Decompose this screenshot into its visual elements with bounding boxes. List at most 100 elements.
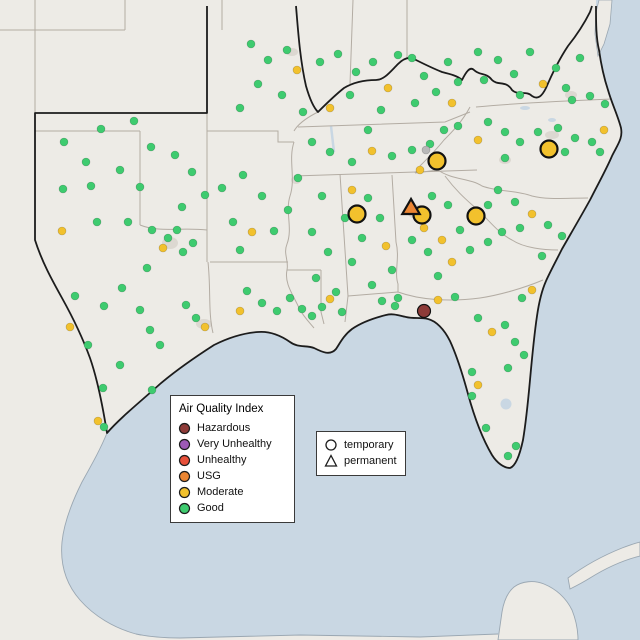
monitor-dot [325,103,335,113]
legend-item-moderate: Moderate [178,484,286,500]
monitor-dot [375,213,385,223]
monitor-dot [158,243,168,253]
monitor-dot [347,185,357,195]
monitor-dot [235,103,245,113]
legend-item-temporary: temporary [324,437,397,453]
monitor-dot [345,90,355,100]
monitor-dot [575,53,585,63]
monitor-dot [421,145,431,155]
monitor-dot [599,125,609,135]
monitor-dot [96,124,106,134]
monitor-dot [147,225,157,235]
monitor-dot [515,90,525,100]
monitor-dot [238,170,248,180]
monitor-dot [500,153,510,163]
monitor-dot [419,223,429,233]
monitor-dot [407,235,417,245]
temporary-site-circle [466,206,486,226]
monitor-dot [493,185,503,195]
monitor-dot [585,91,595,101]
monitor-dot [115,360,125,370]
monitor-dot [537,251,547,261]
good-swatch-icon [178,502,191,514]
legend-item-label: Hazardous [197,422,251,434]
monitor-dot [323,247,333,257]
monitor-dot [407,53,417,63]
monitor-dot [509,69,519,79]
monitor-dot [325,147,335,157]
monitor-dot [200,190,210,200]
monitor-dot [390,301,400,311]
monitor-dot [377,296,387,306]
monitor-dot [129,116,139,126]
monitor-dot [525,47,535,57]
legend-item-good: Good [178,500,286,516]
monitor-dot [147,385,157,395]
monitor-dot [519,350,529,360]
monitor-dot [483,117,493,127]
monitor-dot [560,147,570,157]
monitor-dot [181,300,191,310]
monitor-dot [135,305,145,315]
monitor-dot [431,87,441,97]
legend-item-label: USG [197,470,221,482]
monitor-dot [146,142,156,152]
monitor-dot [567,95,577,105]
monitor-dot [415,165,425,175]
monitor-dot [317,302,327,312]
monitor-dot [527,209,537,219]
monitor-dot [57,226,67,236]
monitor-dot [155,340,165,350]
monitor-dot [473,380,483,390]
monitor-dot [381,241,391,251]
monitor-dot [557,231,567,241]
cuba-island [567,541,640,590]
temporary-circle-icon [325,439,337,451]
monitor-dot [257,191,267,201]
monitor-dot [500,127,510,137]
monitor-dot [317,191,327,201]
monitor-dot [178,247,188,257]
monitor-dot [115,165,125,175]
monitor-dot [447,257,457,267]
monitor-dot [307,311,317,321]
temporary-site-circle [427,151,447,171]
monitor-dot [81,157,91,167]
monitor-dot [561,83,571,93]
monitor-dot [483,200,493,210]
yucatan-landmass [497,581,579,640]
monitor-dot [600,99,610,109]
monitor-dot [297,304,307,314]
monitor-dot [170,150,180,160]
monitor-dot [387,265,397,275]
monitor-dot [447,98,457,108]
monitor-dot [145,325,155,335]
temporary-site-circle [539,139,559,159]
monitor-dot [453,121,463,131]
monitor-dot [307,227,317,237]
unhealthy-swatch-icon [178,454,191,466]
monitor-dot [325,294,335,304]
monitor-dot [58,184,68,194]
monitor-dot [453,77,463,87]
monitor-dot [473,313,483,323]
monitor-dot [347,157,357,167]
monitor-dot [423,247,433,257]
legend-item-hazardous: Hazardous [178,420,286,436]
monitor-dot [331,287,341,297]
monitor-dot [587,137,597,147]
monitor-dot [59,137,69,147]
usg-swatch-icon [178,470,191,482]
monitor-dot [98,383,108,393]
mexico-coastline [61,432,499,639]
monitor-dot [439,125,449,135]
hazardous-swatch-icon [178,422,191,434]
monitor-dot [497,227,507,237]
monitor-dot [228,217,238,227]
monitor-dot [351,67,361,77]
monitor-dot [298,107,308,117]
monitor-dot [235,245,245,255]
aqi-legend-title: Air Quality Index [179,403,264,415]
monitor-dot [483,237,493,247]
legend-item-label: Moderate [197,486,244,498]
